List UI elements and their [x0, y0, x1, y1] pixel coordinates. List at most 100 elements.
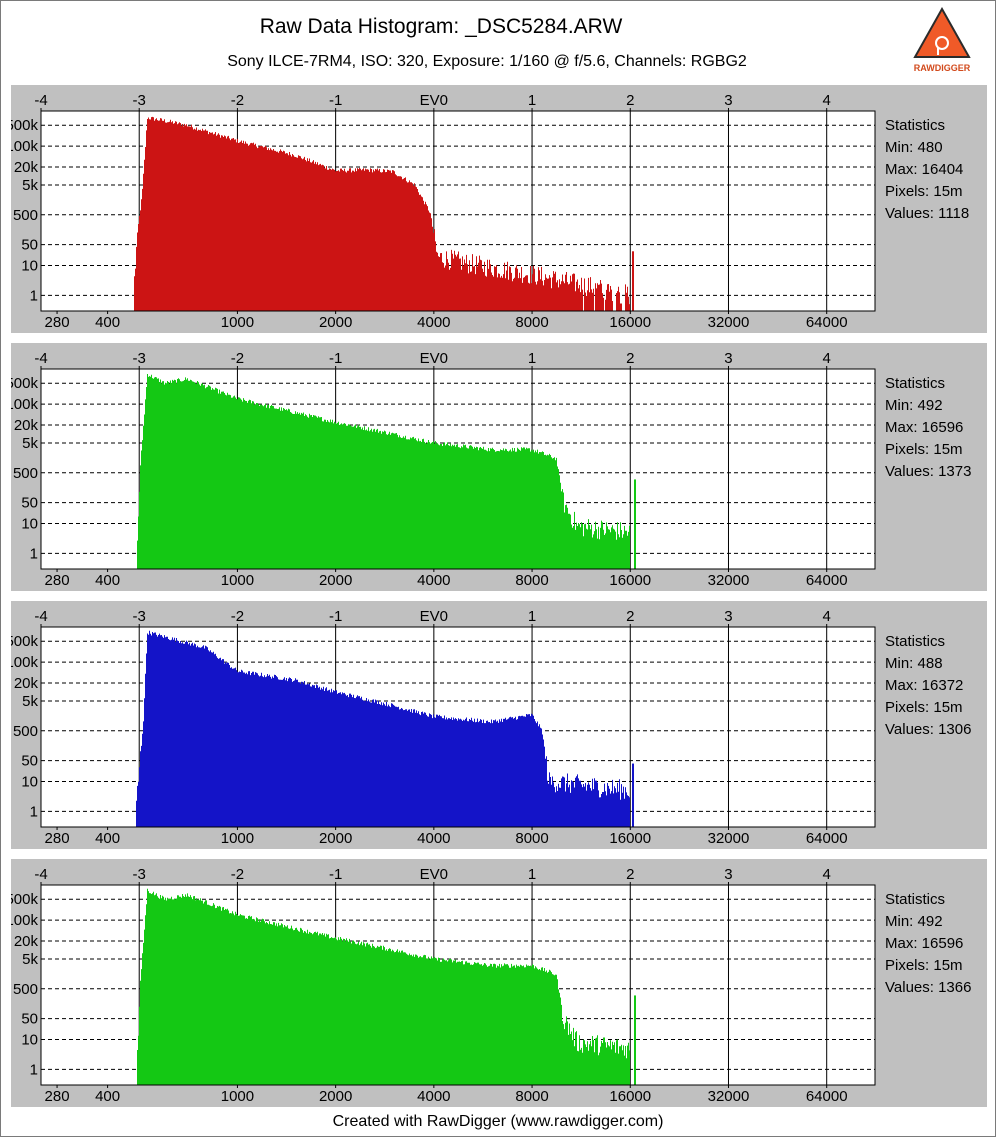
ev-tick-label: -2	[231, 92, 244, 109]
logo-text: RAWDIGGER	[914, 63, 971, 73]
raw-tick-label: 16000	[609, 314, 651, 331]
stat-max: Max: 16372	[885, 677, 964, 694]
raw-tick-label: 1000	[221, 314, 254, 331]
raw-tick-label: 32000	[708, 314, 750, 331]
y-tick-label: 50	[21, 1011, 38, 1028]
histogram-bars-green	[137, 374, 630, 569]
ev-tick-label: 1	[528, 608, 536, 625]
ev-tick-label: 1	[528, 92, 536, 109]
raw-tick-label: 8000	[515, 1088, 548, 1105]
y-tick-label: 10	[21, 1032, 38, 1049]
statistics-box: Statistics Min: 492 Max: 16596 Pixels: 15m V…	[885, 889, 985, 999]
ev-tick-label: 3	[724, 866, 732, 883]
y-tick-label: 50	[21, 753, 38, 770]
stat-min: Min: 488	[885, 655, 943, 672]
ev-tick-label: 4	[823, 92, 831, 109]
ev-tick-label: 2	[626, 608, 634, 625]
raw-tick-label: 400	[95, 1088, 120, 1105]
ev-tick-label: -4	[34, 92, 47, 109]
ev-tick-label: -3	[133, 866, 146, 883]
raw-tick-label: 16000	[609, 830, 651, 847]
y-tick-label: 5k	[22, 693, 38, 710]
stat-pixels: Pixels: 15m	[885, 699, 963, 716]
raw-tick-label: 4000	[417, 830, 450, 847]
y-tick-label: 100k	[11, 654, 38, 671]
ev-tick-label: -3	[133, 350, 146, 367]
raw-tick-label: 4000	[417, 572, 450, 589]
stat-min: Min: 492	[885, 913, 943, 930]
ev-tick-label: -1	[329, 92, 342, 109]
ev-tick-label: 2	[626, 92, 634, 109]
raw-tick-label: 16000	[609, 572, 651, 589]
ev-tick-label: -2	[231, 866, 244, 883]
stat-title: Statistics	[885, 117, 946, 134]
raw-tick-label: 64000	[806, 1088, 848, 1105]
max-value-spike	[632, 251, 634, 311]
logo-glyph	[935, 36, 949, 50]
max-value-spike	[632, 763, 634, 827]
raw-tick-label: 280	[45, 1088, 70, 1105]
raw-tick-label: 32000	[708, 830, 750, 847]
ev-tick-label: -4	[34, 866, 47, 883]
raw-tick-label: 2000	[319, 1088, 352, 1105]
plot-frame	[40, 884, 876, 1086]
statistics-box: Statistics Min: 480 Max: 16404 Pixels: 15m V…	[885, 115, 985, 225]
ev-tick-label: -4	[34, 350, 47, 367]
raw-tick-label: 400	[95, 572, 120, 589]
raw-tick-label: 2000	[319, 572, 352, 589]
ev-tick-label: EV0	[420, 92, 448, 109]
ev-tick-label: -1	[329, 608, 342, 625]
stat-pixels: Pixels: 15m	[885, 441, 963, 458]
page-subtitle: Sony ILCE-7RM4, ISO: 320, Exposure: 1/16…	[227, 53, 747, 70]
ev-tick-label: 3	[724, 350, 732, 367]
ev-tick-label: -1	[329, 350, 342, 367]
page-title: Raw Data Histogram: _DSC5284.ARW	[259, 15, 623, 38]
y-tick-label: 500	[13, 207, 38, 224]
plot-frame	[40, 368, 876, 570]
ev-tick-label: 2	[626, 866, 634, 883]
y-tick-label: 1	[30, 545, 38, 562]
stat-title: Statistics	[885, 633, 946, 650]
stat-min: Min: 492	[885, 397, 943, 414]
y-tick-label: 20k	[14, 417, 39, 434]
ev-tick-label: 4	[823, 866, 831, 883]
ev-tick-label: 4	[823, 350, 831, 367]
y-tick-label: 100k	[11, 396, 38, 413]
raw-tick-label: 2000	[319, 314, 352, 331]
stat-max: Max: 16596	[885, 935, 964, 952]
raw-tick-label: 8000	[515, 572, 548, 589]
raw-tick-label: 2000	[319, 830, 352, 847]
raw-tick-label: 400	[95, 314, 120, 331]
raw-tick-label: 1000	[221, 1088, 254, 1105]
ev-tick-label: 4	[823, 608, 831, 625]
raw-tick-label: 64000	[806, 572, 848, 589]
ev-tick-label: EV0	[420, 866, 448, 883]
statistics-box: Statistics Min: 492 Max: 16596 Pixels: 15m V…	[885, 373, 985, 483]
y-tick-label: 1	[30, 1061, 38, 1078]
stat-values: Values: 1118	[885, 205, 970, 222]
ev-tick-label: 3	[724, 92, 732, 109]
raw-tick-label: 280	[45, 830, 70, 847]
stat-min: Min: 480	[885, 139, 943, 156]
y-tick-label: 1	[30, 287, 38, 304]
y-tick-label: 1	[30, 803, 38, 820]
raw-tick-label: 64000	[806, 830, 848, 847]
stat-title: Statistics	[885, 891, 946, 908]
y-tick-label: 10	[21, 774, 38, 791]
raw-tick-label: 280	[45, 572, 70, 589]
plot-frame	[40, 110, 876, 312]
logo-triangle	[913, 7, 971, 58]
stat-values: Values: 1366	[885, 979, 972, 996]
stat-values: Values: 1373	[885, 463, 972, 480]
ev-tick-label: -3	[133, 608, 146, 625]
histogram-bars-red	[134, 116, 630, 312]
ev-tick-label: 2	[626, 350, 634, 367]
histogram-bars-blue	[136, 630, 630, 827]
y-tick-label: 500k	[11, 633, 38, 650]
footer-credit: Created with RawDigger (www.rawdigger.co…	[332, 1113, 664, 1130]
